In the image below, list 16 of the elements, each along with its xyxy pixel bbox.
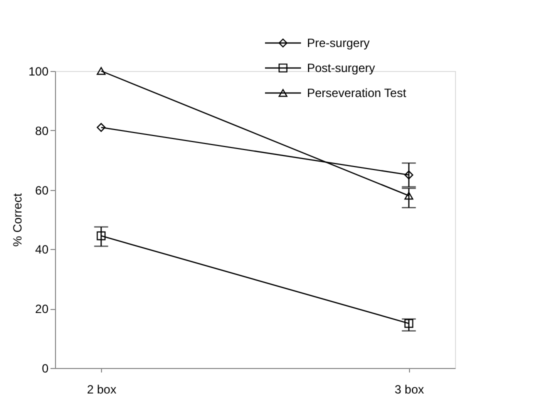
y-tick-label: 100 [28, 64, 49, 78]
legend-label: Pre-surgery [307, 36, 370, 50]
y-tick-label: 60 [35, 183, 49, 198]
x-tick-label: 3 box [394, 382, 424, 396]
point [96, 231, 106, 240]
point [404, 170, 414, 180]
x-tick-label: 2 box [86, 382, 116, 396]
legend-label: Perseveration Test [307, 86, 407, 100]
y-axis-title: % Correct [10, 192, 24, 247]
legend-label: Post-surgery [307, 61, 376, 75]
y-tick-label: 80 [35, 124, 49, 138]
point [404, 319, 414, 328]
y-tick-label: 40 [35, 242, 49, 257]
y-tick-label: 20 [35, 302, 49, 316]
point [96, 123, 106, 132]
y-tick-label: 0 [42, 362, 49, 376]
